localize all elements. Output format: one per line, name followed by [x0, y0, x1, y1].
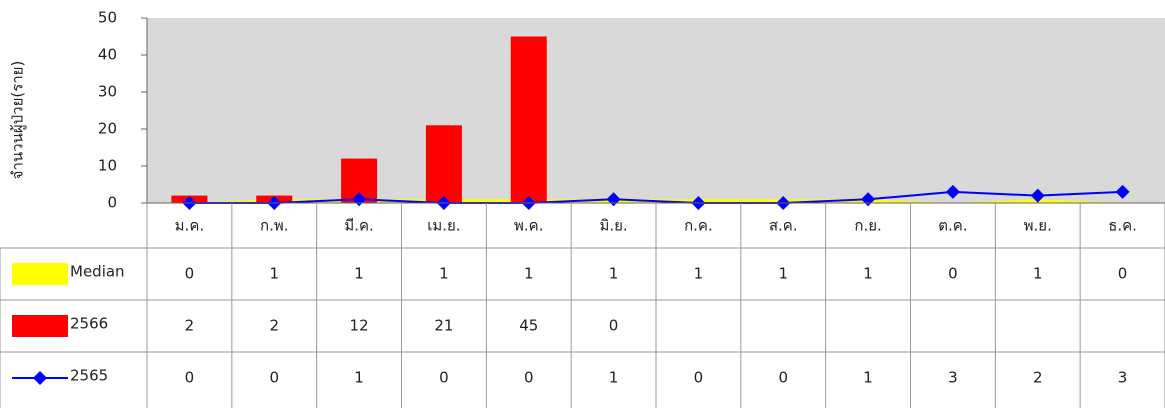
x-tick-label: พ.ค. — [514, 217, 543, 235]
table-cell: 0 — [948, 265, 958, 283]
table-cell: 0 — [185, 265, 195, 283]
legend-label: 2565 — [70, 367, 108, 385]
table-cell: 0 — [1118, 265, 1128, 283]
table-cell: 45 — [519, 317, 538, 335]
y-tick-label: 0 — [107, 194, 117, 212]
y-tick-label: 10 — [98, 157, 117, 175]
table-cell: 0 — [694, 369, 704, 387]
table-cell: 1 — [609, 265, 619, 283]
table-cell: 0 — [778, 369, 788, 387]
table-cell: 2 — [185, 317, 195, 335]
table-cell: 3 — [1118, 369, 1128, 387]
table-cell: 1 — [1033, 265, 1043, 283]
legend-label: Median — [70, 263, 125, 281]
table-cell: 21 — [434, 317, 453, 335]
plot-area — [147, 18, 1165, 203]
table-cell: 12 — [350, 317, 369, 335]
table-cell: 1 — [694, 265, 704, 283]
table-cell: 1 — [778, 265, 788, 283]
table-cell: 0 — [269, 369, 279, 387]
y-tick-label: 40 — [98, 46, 117, 64]
table-cell: 0 — [609, 317, 619, 335]
y-tick-label: 50 — [98, 9, 117, 27]
y-tick-label: 20 — [98, 120, 117, 138]
marker — [945, 184, 960, 199]
x-tick-label: ก.ย. — [854, 217, 881, 235]
x-tick-label: ก.พ. — [260, 217, 289, 235]
table-cell: 0 — [524, 369, 534, 387]
bar — [510, 36, 547, 203]
y-tick-label: 30 — [98, 83, 117, 101]
bar — [425, 125, 462, 203]
table-cell: 2 — [1033, 369, 1043, 387]
x-tick-label: ส.ค. — [769, 217, 798, 235]
x-tick-label: ก.ค. — [684, 217, 713, 235]
marker — [1115, 184, 1130, 199]
line — [189, 190, 1123, 204]
x-tick-label: ต.ค. — [938, 217, 967, 235]
x-tick-label: มิ.ย. — [599, 217, 627, 235]
table-cell: 1 — [863, 369, 873, 387]
table-cell: 1 — [269, 265, 279, 283]
table-cell: 1 — [609, 369, 619, 387]
legend-label: 2566 — [70, 315, 108, 333]
table-cell: 3 — [948, 369, 958, 387]
table-cell: 0 — [439, 369, 449, 387]
table-cell: 1 — [524, 265, 534, 283]
legend-key — [12, 263, 68, 285]
x-tick-label: พ.ย. — [1024, 217, 1052, 235]
x-tick-label: มี.ค. — [344, 217, 373, 235]
table-cell: 1 — [354, 369, 364, 387]
table-cell: 1 — [354, 265, 364, 283]
x-tick-label: ธ.ค. — [1108, 217, 1137, 235]
table-cell: 1 — [863, 265, 873, 283]
y-axis-label: จำนวนผู้ป่วย(ราย) — [9, 61, 27, 180]
x-tick-label: เม.ย. — [427, 217, 460, 235]
table-cell: 1 — [439, 265, 449, 283]
table-cell: 2 — [269, 317, 279, 335]
legend-key — [33, 371, 47, 385]
table-cell: 0 — [185, 369, 195, 387]
x-tick-label: ม.ค. — [175, 217, 204, 235]
legend-key — [12, 315, 68, 337]
marker — [1030, 188, 1045, 203]
